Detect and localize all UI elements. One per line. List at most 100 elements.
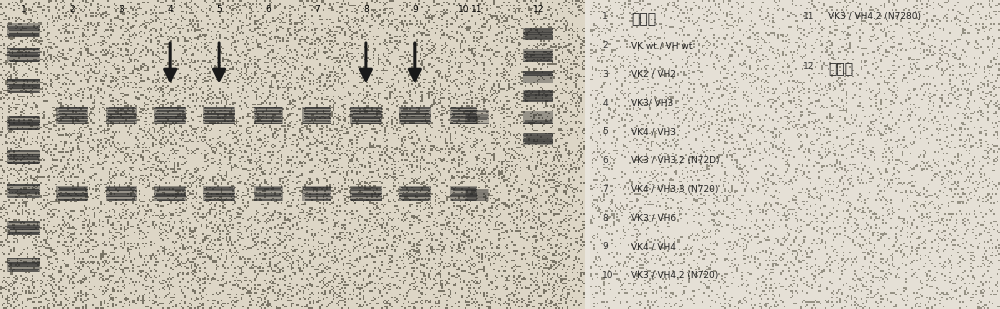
Bar — [203, 114, 235, 115]
Bar — [450, 108, 477, 109]
Bar — [523, 61, 553, 62]
Bar — [106, 120, 137, 121]
Bar — [526, 59, 552, 60]
Bar — [108, 110, 135, 111]
Bar — [465, 118, 489, 119]
Bar — [156, 193, 185, 194]
Bar — [9, 60, 40, 61]
Bar — [254, 111, 282, 112]
Bar — [452, 197, 476, 198]
Bar — [305, 188, 331, 189]
Bar — [7, 23, 40, 24]
Bar — [8, 29, 40, 30]
Bar — [255, 192, 281, 193]
Bar — [523, 49, 553, 62]
Bar — [59, 110, 87, 111]
Bar — [108, 117, 136, 118]
Bar — [205, 197, 234, 198]
Bar — [402, 188, 430, 189]
Bar — [523, 75, 553, 76]
Bar — [450, 186, 477, 201]
Bar — [466, 190, 488, 191]
Bar — [9, 221, 39, 222]
Bar — [525, 31, 553, 32]
Bar — [524, 91, 553, 92]
Text: 9: 9 — [602, 242, 608, 251]
Bar — [303, 121, 331, 122]
Bar — [524, 143, 552, 144]
Bar — [524, 93, 553, 94]
Bar — [7, 79, 40, 93]
Bar — [58, 192, 87, 193]
Bar — [305, 200, 331, 201]
Bar — [9, 85, 40, 86]
Text: VK3 / VH6: VK3 / VH6 — [631, 214, 676, 222]
Bar — [451, 188, 476, 189]
Bar — [399, 107, 431, 124]
Bar — [9, 268, 38, 269]
Bar — [304, 113, 331, 114]
Bar — [107, 189, 135, 190]
Bar — [352, 121, 381, 122]
Bar — [451, 117, 477, 118]
Bar — [59, 189, 88, 190]
Bar — [7, 196, 40, 197]
Bar — [255, 121, 282, 122]
Bar — [453, 121, 476, 122]
Bar — [353, 113, 381, 114]
Bar — [402, 113, 429, 114]
Bar — [451, 110, 477, 111]
Bar — [108, 121, 135, 122]
Bar — [466, 196, 487, 197]
Bar — [7, 55, 40, 56]
Bar — [255, 114, 282, 115]
Bar — [106, 123, 136, 124]
Bar — [254, 197, 282, 198]
Bar — [525, 90, 552, 91]
Bar — [523, 135, 553, 136]
Bar — [255, 108, 282, 109]
Bar — [351, 123, 381, 124]
Bar — [451, 187, 477, 188]
Bar — [401, 199, 430, 200]
Bar — [59, 117, 87, 118]
Bar — [155, 114, 185, 115]
Text: 10: 10 — [458, 5, 469, 14]
Bar — [523, 33, 553, 34]
Bar — [155, 113, 186, 114]
Bar — [525, 60, 552, 61]
Text: 4: 4 — [167, 5, 173, 14]
Bar — [303, 108, 331, 109]
Bar — [9, 266, 39, 267]
Bar — [157, 110, 184, 111]
Bar — [523, 140, 553, 141]
Text: 7: 7 — [314, 5, 320, 14]
Bar — [466, 114, 488, 115]
Bar — [305, 120, 330, 121]
Bar — [8, 190, 40, 191]
Bar — [7, 84, 40, 85]
Bar — [401, 197, 429, 198]
Bar — [8, 88, 40, 89]
Bar — [466, 115, 489, 116]
Bar — [7, 116, 40, 130]
Bar — [57, 118, 88, 119]
Bar — [351, 192, 381, 193]
Bar — [8, 258, 40, 259]
Bar — [524, 32, 553, 33]
Bar — [523, 134, 553, 135]
Bar — [7, 54, 40, 55]
Bar — [155, 118, 186, 119]
Bar — [9, 53, 38, 54]
Bar — [8, 189, 39, 190]
Bar — [350, 193, 382, 194]
Bar — [465, 189, 489, 201]
Bar — [156, 107, 185, 108]
Bar — [59, 113, 86, 114]
Bar — [9, 228, 39, 229]
Bar — [9, 129, 39, 130]
Bar — [9, 191, 39, 192]
Bar — [466, 117, 488, 118]
Bar — [256, 117, 281, 118]
Bar — [305, 199, 331, 200]
